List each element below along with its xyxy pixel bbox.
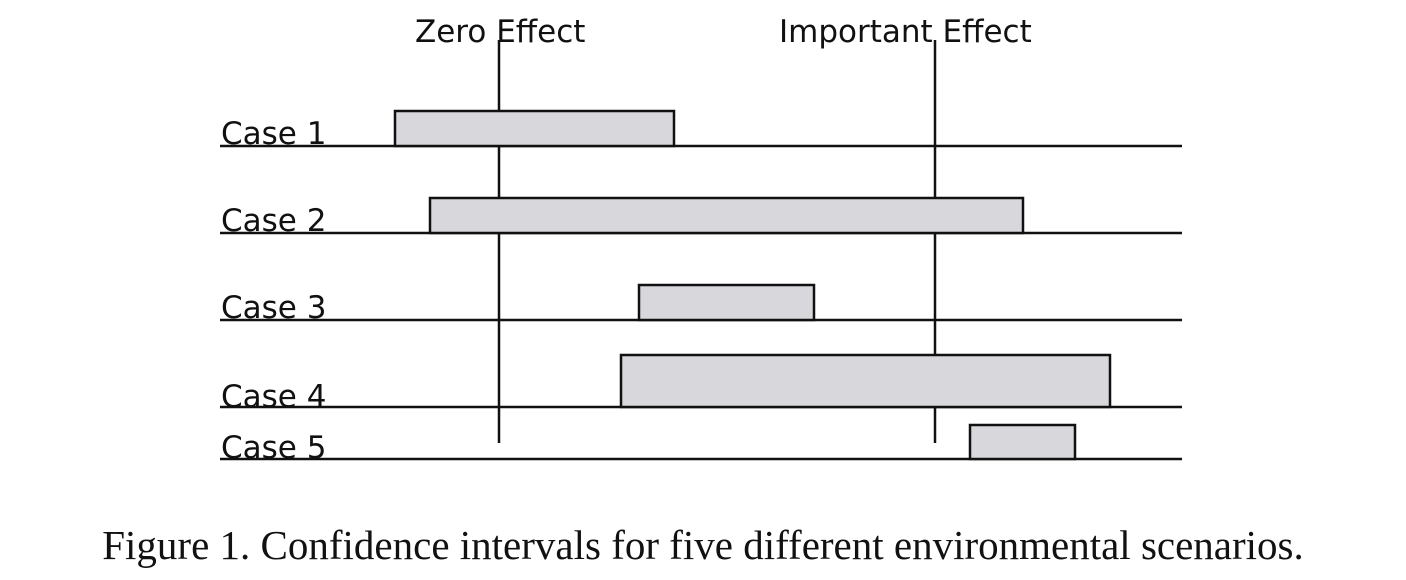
- case-3-label: Case 3: [221, 290, 326, 326]
- case-3-interval-bar: [637, 283, 816, 322]
- zero-effect-label: Zero Effect: [415, 14, 585, 50]
- case-5-interval-bar: [968, 423, 1077, 461]
- important-effect-label: Important Effect: [779, 14, 1032, 50]
- case-row-3: Case 3: [220, 290, 1182, 326]
- case-1-label: Case 1: [221, 116, 326, 152]
- confidence-interval-diagram: Zero Effect Important Effect Case 1 Case…: [220, 14, 1182, 466]
- case-2-interval-bar: [428, 196, 1025, 235]
- case-4-label: Case 4: [221, 379, 326, 415]
- case-2-label: Case 2: [221, 203, 326, 239]
- case-5-label: Case 5: [221, 430, 326, 466]
- case-1-interval-bar: [393, 109, 676, 148]
- case-4-interval-bar: [619, 353, 1112, 409]
- case-row-1: Case 1: [220, 116, 1182, 152]
- figure-caption: Figure 1. Confidence intervals for five …: [102, 522, 1304, 568]
